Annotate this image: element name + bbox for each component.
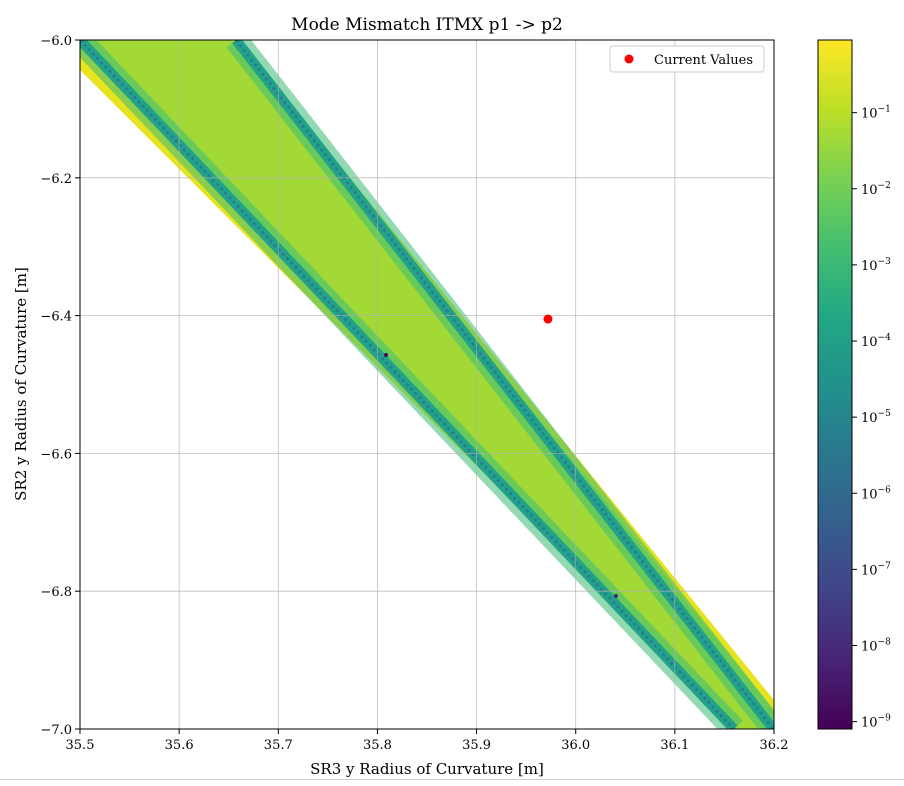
zero-line-lower <box>80 40 736 729</box>
legend-marker <box>624 54 634 64</box>
colorbar-tick-label: 10−3 <box>861 257 891 274</box>
colorbar-tick-label: 10−2 <box>861 181 891 198</box>
colorbar-tick-label: 10−8 <box>861 638 891 655</box>
colorbar-tick-label: 10−4 <box>861 333 891 350</box>
x-tick-label: 35.6 <box>165 738 194 753</box>
min-dot <box>384 353 388 357</box>
colorbar-tick-label: 10−1 <box>861 105 891 122</box>
heatmap <box>80 40 774 729</box>
y-tick-label: −6.8 <box>40 585 72 600</box>
x-tick-label: 35.9 <box>462 738 491 753</box>
y-tick-label: −6.0 <box>40 34 72 49</box>
y-tick-label: −6.4 <box>40 310 72 325</box>
y-tick-label: −7.0 <box>40 723 72 738</box>
gridlines <box>80 40 774 729</box>
y-tick-label: −6.6 <box>40 447 72 462</box>
min-dot <box>614 594 618 598</box>
y-tick-label: −6.2 <box>40 172 72 187</box>
legend-box <box>609 45 765 73</box>
chart-title: Mode Mismatch ITMX p1 -> p2 <box>291 15 563 35</box>
x-ticks: 35.5 35.6 35.7 35.8 35.9 36.0 36.1 36.2 <box>66 729 789 753</box>
colorbar-tick-label: 10−5 <box>861 409 891 426</box>
colorbar-ticks: 10−1 10−2 10−3 10−4 10−5 10−6 10−7 10−8 10−9 <box>852 105 891 731</box>
colorbar-bar <box>817 39 853 730</box>
y-axis-label: SR2 y Radius of Curvature [m] <box>12 267 30 501</box>
legend: Current Values <box>609 45 765 73</box>
colorbar-tick-label: 10−9 <box>861 714 891 731</box>
colorbar-tick-label: 10−6 <box>861 485 891 502</box>
x-tick-label: 36.0 <box>561 738 590 753</box>
colorbar: 10−1 10−2 10−3 10−4 10−5 10−6 10−7 10−8 10−9 <box>817 39 891 731</box>
divider <box>0 779 904 780</box>
x-tick-label: 36.1 <box>660 738 689 753</box>
zero-line-upper <box>234 40 774 729</box>
x-tick-label: 35.8 <box>363 738 392 753</box>
x-axis-label: SR3 y Radius of Curvature [m] <box>310 760 544 778</box>
scatter-point <box>543 314 553 324</box>
x-tick-label: 35.5 <box>66 738 95 753</box>
axes-frame <box>79 39 775 730</box>
x-tick-label: 36.2 <box>760 738 789 753</box>
scatter-series <box>543 314 553 324</box>
colorbar-tick-label: 10−7 <box>861 561 891 578</box>
x-tick-label: 35.7 <box>264 738 293 753</box>
y-ticks: −6.0 −6.2 −6.4 −6.6 −6.8 −7.0 <box>40 34 80 738</box>
legend-label: Current Values <box>654 53 753 68</box>
